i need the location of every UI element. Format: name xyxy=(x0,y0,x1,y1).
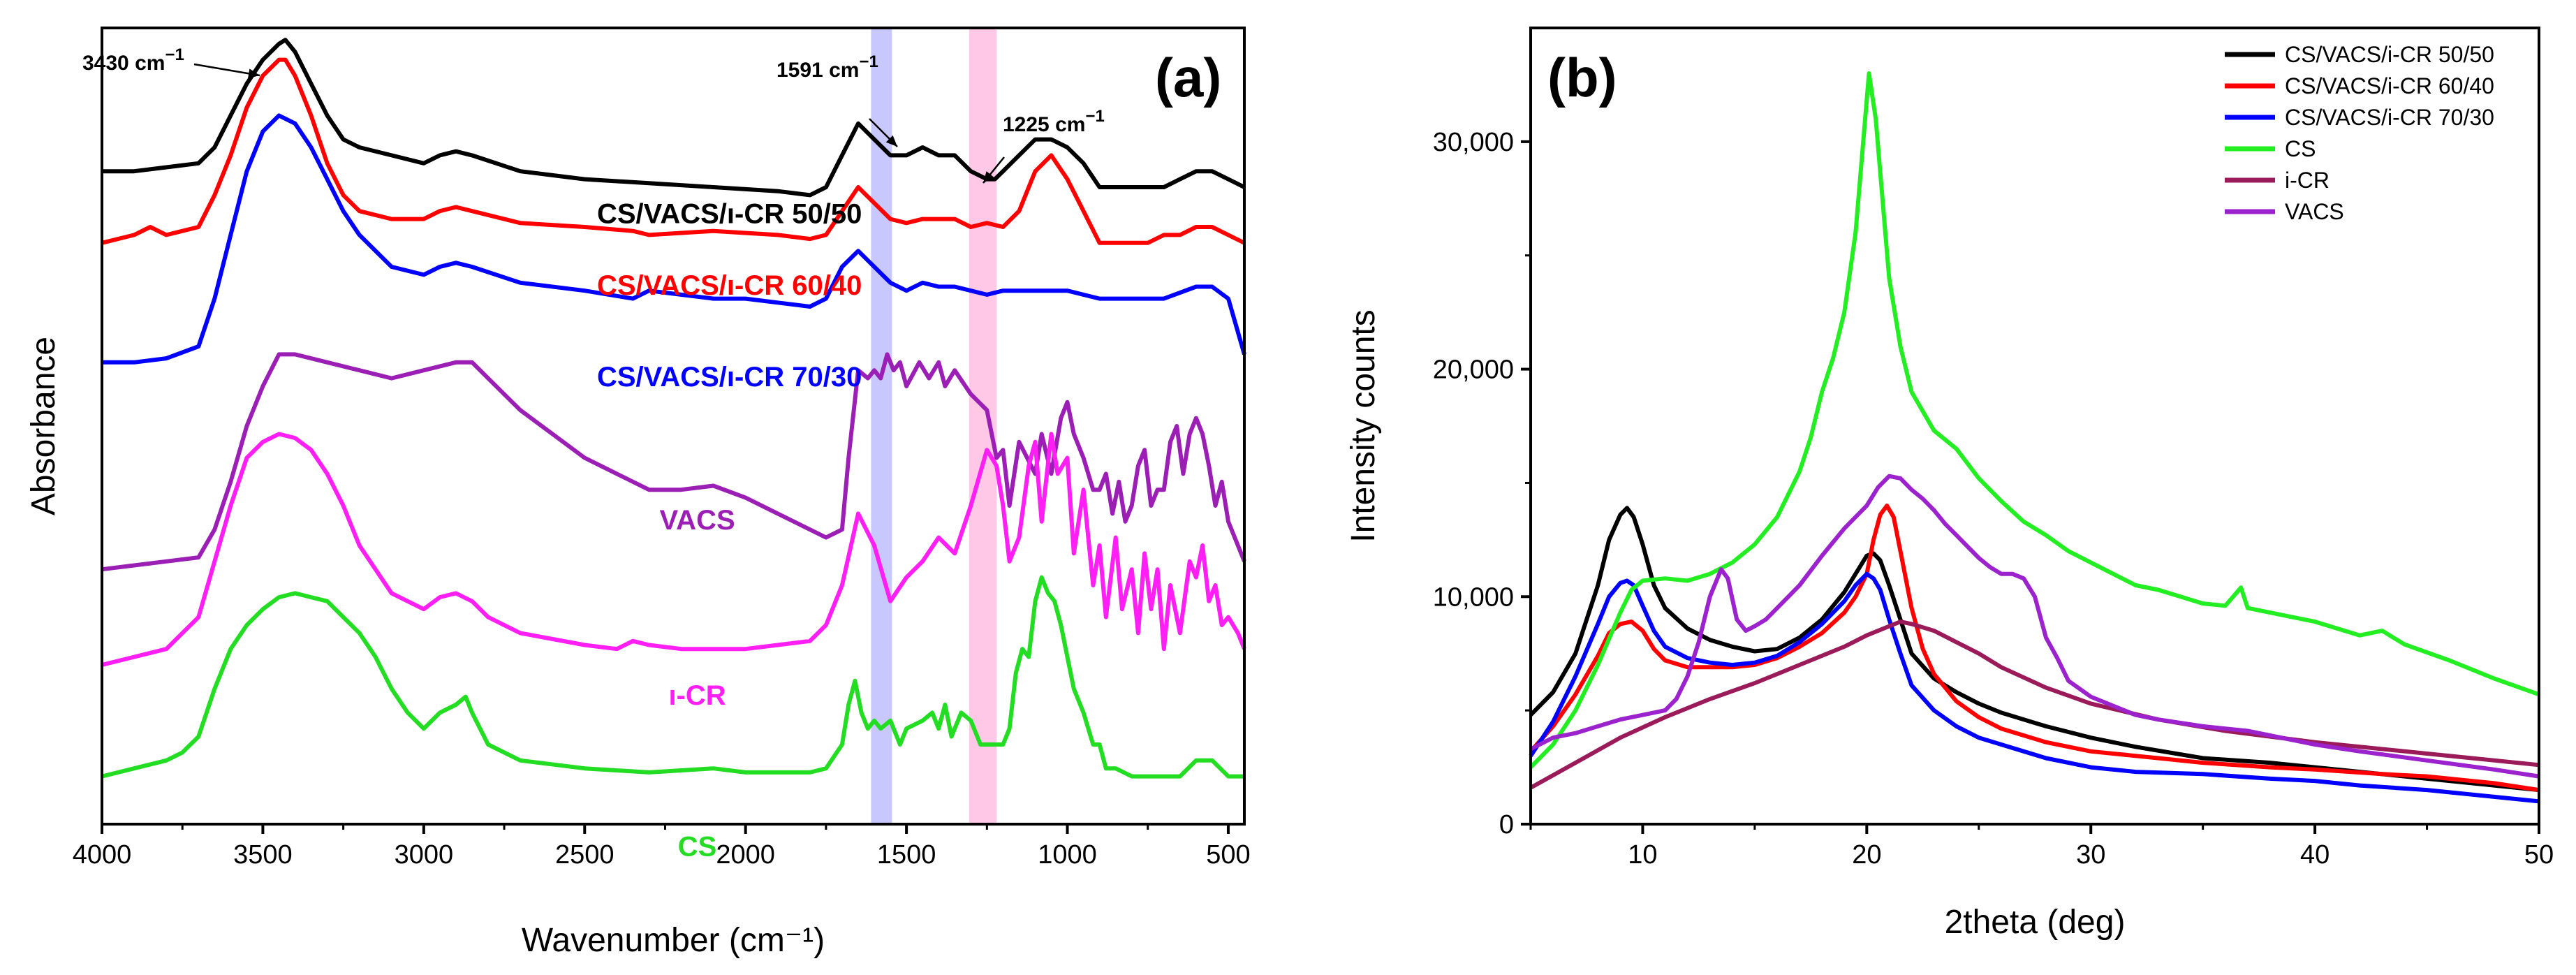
series-label-cs-vacs-cr-70-30: CS/VACS/ı-CR 70/30 xyxy=(597,362,862,393)
panel-a-x-axis-title: Wavenumber (cm⁻¹) xyxy=(522,922,825,959)
legend-label: CS/VACS/i-CR 50/50 xyxy=(2285,42,2494,67)
legend-entry-vacs: VACS xyxy=(2225,199,2344,224)
x-tick-label: 3500 xyxy=(233,840,293,870)
x-tick-label: 1500 xyxy=(877,840,936,870)
legend-entry-cs: CS xyxy=(2225,136,2316,161)
x-tick-label: 50 xyxy=(2524,840,2554,870)
x-tick-label: 1000 xyxy=(1038,840,1097,870)
panel-a-plot-frame xyxy=(101,27,1246,826)
panel-b-legend: CS/VACS/i-CR 50/50 CS/VACS/i-CR 60/40 CS/V… xyxy=(2225,42,2494,224)
x-tick-label: 4000 xyxy=(73,840,132,870)
panel-b-y-axis-title: Intensity counts xyxy=(1345,309,1382,543)
series-line-vacs xyxy=(1529,474,2540,779)
series-label-cs: CS xyxy=(678,832,717,863)
x-tick-label: 40 xyxy=(2300,840,2330,870)
legend-entry-cs-vacs-i-cr-50-50: CS/VACS/i-CR 50/50 xyxy=(2225,42,2494,67)
x-tick-label: 20 xyxy=(1852,840,1881,870)
panel-a-label: (a) xyxy=(1155,47,1221,108)
panel-b-xrd-chart: 10 20 30 40 50 0 10,000 20,000 30,000 CS/VACS/i-… xyxy=(1345,27,2554,941)
legend-label: i-CR xyxy=(2285,168,2330,193)
x-tick-label: 10 xyxy=(1628,840,1657,870)
highlight-band-2 xyxy=(969,28,997,824)
series-label-vacs: VACS xyxy=(659,505,735,536)
annotation-3430-cm3430: 3430 cm−1 xyxy=(82,45,260,79)
y-tick-label: 10,000 xyxy=(1433,582,1514,612)
annotation-arrow-head xyxy=(983,171,994,183)
series-line-cr xyxy=(101,432,1246,667)
series-line-cs-vacs-i-cr-60-40 xyxy=(1529,504,2540,793)
legend-label: CS/VACS/i-CR 70/30 xyxy=(2285,105,2494,130)
series-line-vacs xyxy=(101,352,1246,572)
legend-label: CS xyxy=(2285,136,2316,161)
series-label-cs-vacs-cr-60-40: CS/VACS/ı-CR 60/40 xyxy=(597,270,862,301)
legend-entry-cs-vacs-i-cr-70-30: CS/VACS/i-CR 70/30 xyxy=(2225,105,2494,130)
annotation-text: 3430 cm−1 xyxy=(82,45,184,75)
x-tick-label: 500 xyxy=(1206,840,1250,870)
annotation-arrow-head xyxy=(885,135,897,147)
series-line-cs-vacs-cr-70-30 xyxy=(102,113,1246,365)
series-line-cs xyxy=(101,575,1244,779)
annotation-text: 1591 cm−1 xyxy=(777,52,878,82)
panel-b-label: (b) xyxy=(1547,47,1617,108)
x-tick-label: 2000 xyxy=(716,840,775,870)
x-tick-label: 3000 xyxy=(395,840,454,870)
series-line-i-cr xyxy=(1529,620,2540,790)
panel-a-y-axis-title: Absorbance xyxy=(25,337,62,515)
series-line-cs xyxy=(1529,71,2540,769)
x-tick-label: 30 xyxy=(2076,840,2105,870)
y-tick-label: 30,000 xyxy=(1433,128,1514,157)
x-tick-label: 2500 xyxy=(555,840,614,870)
series-line-cs-vacs-i-cr-50-50 xyxy=(1529,506,2540,793)
legend-label: VACS xyxy=(2285,199,2344,224)
annotation-text: 1225 cm−1 xyxy=(1003,107,1105,136)
series-line-cs-vacs-cr-60-40 xyxy=(101,57,1246,245)
legend-entry-cs-vacs-i-cr-60-40: CS/VACS/i-CR 60/40 xyxy=(2225,73,2494,98)
legend-label: CS/VACS/i-CR 60/40 xyxy=(2285,73,2494,98)
highlight-band-1 xyxy=(871,28,892,824)
panel-b-plot-frame xyxy=(1529,27,2540,826)
y-tick-label: 20,000 xyxy=(1433,355,1514,385)
annotation-arrow-head xyxy=(248,68,260,79)
series-label-cs-vacs-cr-50-50: CS/VACS/ı-CR 50/50 xyxy=(597,198,862,229)
series-label-cr: ı-CR xyxy=(668,680,726,711)
y-tick-label: 0 xyxy=(1499,810,1514,840)
legend-entry-i-cr: i-CR xyxy=(2225,168,2330,193)
series-line-cs-vacs-i-cr-70-30 xyxy=(1529,571,2540,804)
panel-b-x-axis-title: 2theta (deg) xyxy=(1945,904,2126,941)
panel-a-spectra-chart: 4000 3500 3000 2500 2000 1500 1000 500 CS/VACS/… xyxy=(25,27,1251,959)
series-line-cs-vacs-cr-50-50 xyxy=(102,38,1246,198)
